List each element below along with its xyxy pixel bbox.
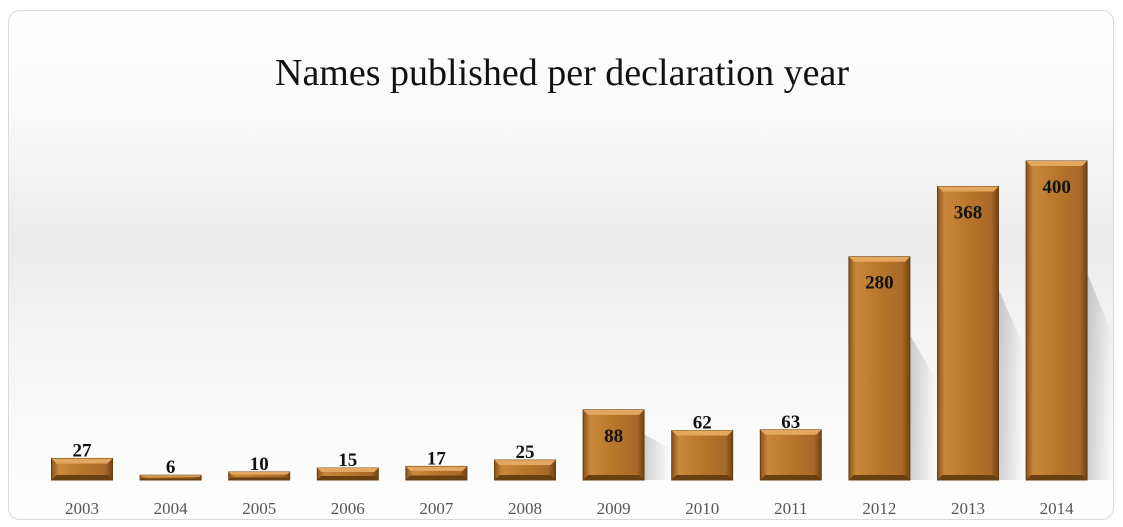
bar-bevel-top xyxy=(140,475,202,477)
value-label-2010: 62 xyxy=(693,413,712,434)
bar-2014 xyxy=(1025,160,1088,481)
bar-bevel-top xyxy=(405,466,467,471)
chart-container: Names published per declaration year 27 6… xyxy=(8,10,1114,520)
value-label-2012: 280 xyxy=(865,273,894,294)
bar-bevel-top xyxy=(583,409,645,415)
bar-bevel-bottom xyxy=(937,475,999,480)
bar-shadow xyxy=(644,434,671,480)
bar-shadow xyxy=(909,334,936,480)
bar-bevel-top xyxy=(848,256,910,262)
bar-2012 xyxy=(848,256,911,481)
bar-shadow xyxy=(1087,272,1113,480)
bar-2006 xyxy=(316,467,379,481)
bar-shadow xyxy=(998,289,1025,480)
bar-2003 xyxy=(51,457,113,481)
bar-rect xyxy=(848,256,911,481)
value-labels-layer: 27 6 10 15 17 25 88 62 63 280 368 400 xyxy=(73,177,1071,478)
bar-2010 xyxy=(671,430,734,481)
value-label-2006: 15 xyxy=(338,450,357,471)
chart-title: Names published per declaration year xyxy=(275,52,849,94)
bar-bevel-top xyxy=(317,468,379,473)
bar-2008 xyxy=(494,459,556,481)
x-tick-2008: 2008 xyxy=(508,499,542,518)
bar-2013 xyxy=(937,186,999,481)
bars-layer xyxy=(51,160,1113,481)
bar-rect xyxy=(759,429,822,481)
bar-bevel-top xyxy=(494,460,556,466)
bar-bevel-top xyxy=(1026,161,1088,166)
value-label-2009: 88 xyxy=(604,426,623,447)
bar-2004 xyxy=(139,474,202,481)
bar-bevel-bottom xyxy=(848,475,910,480)
bar-bevel-bottom xyxy=(760,475,822,480)
value-label-2004: 6 xyxy=(166,457,176,478)
bar-2011 xyxy=(759,429,822,481)
bar-2005 xyxy=(228,471,291,481)
x-tick-2005: 2005 xyxy=(242,499,276,518)
value-label-2005: 10 xyxy=(250,454,269,475)
x-tick-2010: 2010 xyxy=(685,499,719,518)
x-tick-2012: 2012 xyxy=(862,499,896,518)
bar-rect xyxy=(582,409,645,481)
bar-bevel-top xyxy=(760,429,822,435)
x-tick-2006: 2006 xyxy=(331,499,365,518)
bar-rect xyxy=(671,430,734,481)
bar-bevel-bottom xyxy=(140,478,202,480)
bar-bevel-bottom xyxy=(1026,475,1088,480)
bar-rect xyxy=(937,186,999,481)
value-label-2003: 27 xyxy=(73,440,93,461)
bar-bevel-top xyxy=(51,458,113,464)
value-label-2008: 25 xyxy=(516,442,535,463)
bar-bevel-bottom xyxy=(494,475,556,480)
x-tick-2009: 2009 xyxy=(597,499,631,518)
x-tick-2014: 2014 xyxy=(1040,499,1075,518)
x-tick-2007: 2007 xyxy=(419,499,454,518)
bar-bevel-bottom xyxy=(228,477,290,480)
value-label-2014: 400 xyxy=(1042,177,1071,198)
bar-bevel-bottom xyxy=(51,475,113,480)
bar-bevel-top xyxy=(937,186,999,192)
x-tick-2011: 2011 xyxy=(774,499,807,518)
x-tick-2003: 2003 xyxy=(65,499,99,518)
bar-bevel-top xyxy=(671,430,733,436)
x-tick-2013: 2013 xyxy=(951,499,985,518)
bar-2007 xyxy=(405,465,468,481)
bar-2009 xyxy=(582,409,645,481)
bar-bevel-top xyxy=(228,472,290,475)
value-label-2007: 17 xyxy=(427,448,447,469)
x-tick-2004: 2004 xyxy=(154,499,189,518)
bar-bevel-bottom xyxy=(317,476,379,480)
value-label-2011: 63 xyxy=(781,412,800,433)
value-label-2013: 368 xyxy=(954,203,983,224)
bar-bevel-bottom xyxy=(583,475,645,480)
bar-rect xyxy=(1025,160,1088,481)
bar-bevel-bottom xyxy=(405,475,467,480)
bar-bevel-bottom xyxy=(671,475,733,480)
x-axis-tick-labels: 2003 2004 2005 2006 2007 2008 2009 2010 2011 2012… xyxy=(65,499,1074,518)
